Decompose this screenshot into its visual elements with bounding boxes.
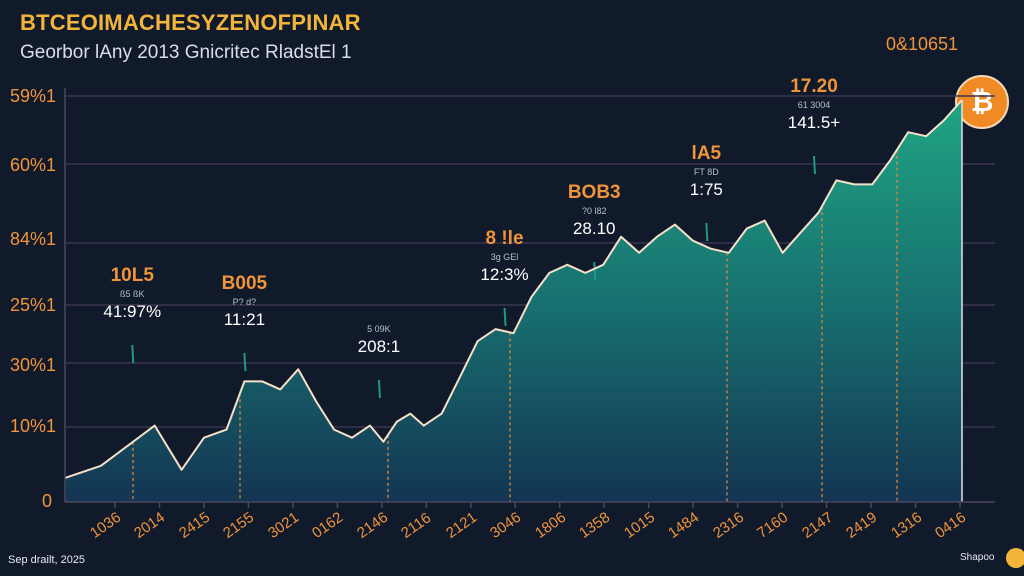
annotation-label: 8 !le 3g GEl 12:3% [480, 228, 529, 284]
price-line [64, 99, 963, 479]
y-tick-label: 59%1 [10, 86, 57, 106]
y-tick-label: 84%1 [10, 229, 57, 249]
annotation-label: 10L5 ß5 ßK 41:97% [103, 265, 162, 321]
annotation-label: 5 09K 208:1 [357, 324, 401, 356]
annotation-label: BOB3 ?0 l82 28.10 [567, 182, 621, 238]
x-axis-ticks [114, 502, 961, 508]
footer-brand: Shapoo [960, 552, 995, 563]
annotation-lines [131, 100, 963, 502]
chart-subtitle: Georbor lAny 2013 Gnicritec RladstEl 1 [20, 42, 352, 63]
y-tick-label: 0 [41, 491, 52, 511]
annotation-label: B005 P? d? 11:21 [221, 273, 268, 329]
annotation-label: lA5 FT 8D 1:75 [689, 143, 723, 199]
current-price: 0&10651 [886, 34, 959, 54]
annotation-label: 17.20 61 3004 141.5+ [787, 76, 841, 132]
y-tick-label: 10%1 [10, 416, 57, 436]
y-tick-label: 30%1 [10, 355, 57, 375]
chart-title: BTCEOIMACHESYZENOFPINAR [20, 10, 361, 35]
price-area [65, 100, 962, 502]
brand-logo-icon [1006, 548, 1024, 568]
footer-date: Sep drailt, 2025 [8, 554, 86, 566]
y-tick-label: 25%1 [10, 295, 57, 315]
bitcoin-icon: ₿ [955, 75, 1009, 129]
y-tick-label: 60%1 [10, 155, 57, 175]
